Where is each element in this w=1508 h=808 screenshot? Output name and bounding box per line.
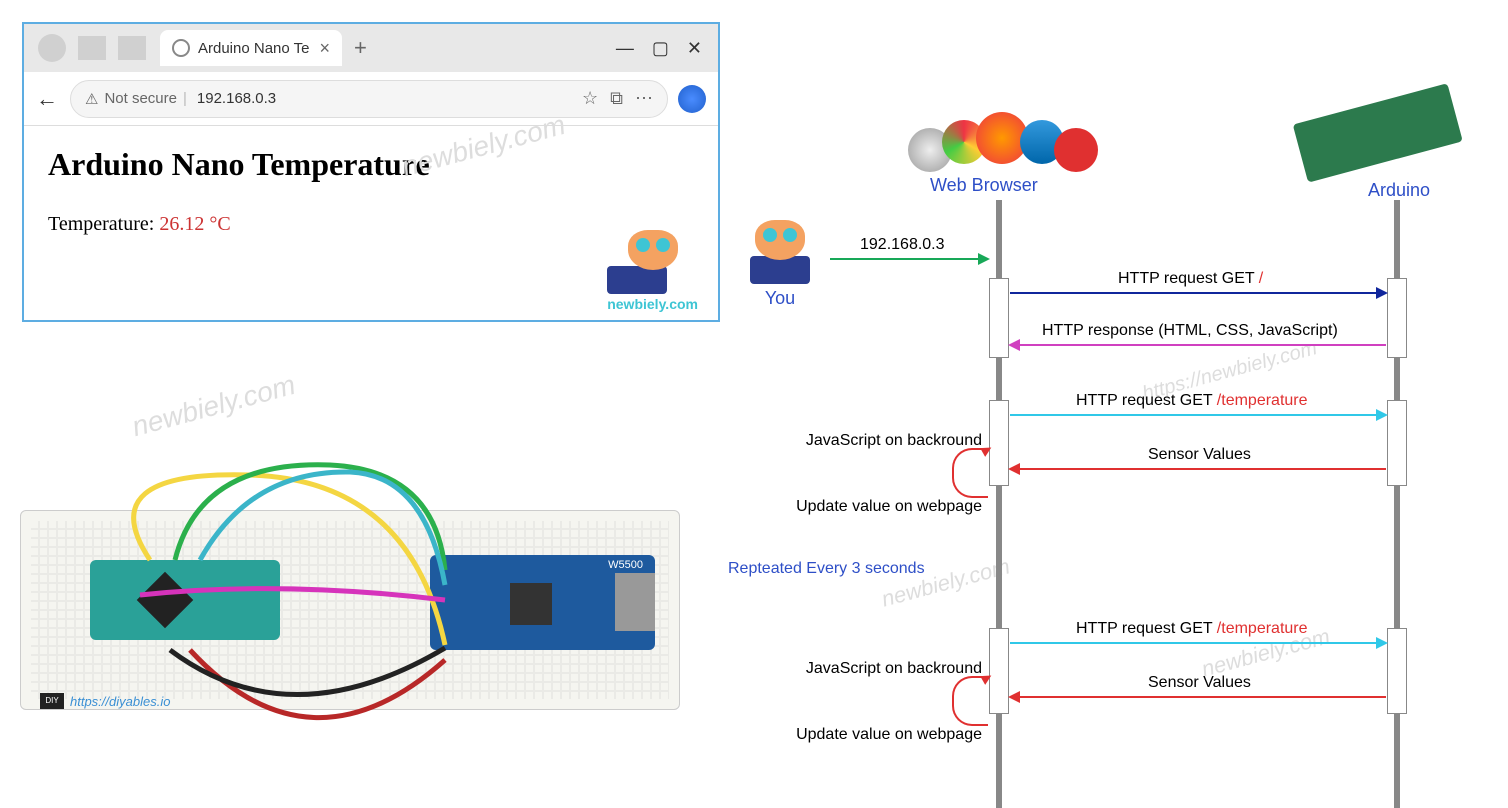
arrow-http-get-root (1010, 292, 1386, 294)
update-label-2: Update value on webpage (730, 726, 982, 744)
page-content: Arduino Nano Temperature Temperature: 26… (24, 126, 718, 320)
new-tab-icon[interactable]: + (354, 35, 367, 61)
msg2: HTTP response (HTML, CSS, JavaScript) (1042, 322, 1338, 340)
mascot-label: newbiely.com (607, 296, 698, 312)
browser-tab[interactable]: Arduino Nano Te × (160, 30, 342, 66)
nano-chip (137, 572, 194, 629)
loop-arc-2 (952, 676, 988, 726)
ethernet-chip (510, 583, 552, 625)
minimize-icon[interactable]: — (616, 38, 634, 59)
profile-icon[interactable] (38, 34, 66, 62)
msg3-path: /temperature (1217, 392, 1308, 409)
watermark: newbiely.com (129, 369, 299, 443)
js-label-2: JavaScript on backround (750, 660, 982, 678)
js-label-1: JavaScript on backround (750, 432, 982, 450)
msg1-path: / (1259, 270, 1263, 287)
favorite-icon[interactable]: ☆ (582, 88, 598, 109)
you-actor: You (750, 220, 810, 309)
owl-icon (755, 220, 805, 260)
window-controls: — ▢ ✕ (616, 38, 710, 59)
maximize-icon[interactable]: ▢ (652, 38, 669, 59)
close-icon[interactable]: × (319, 38, 330, 59)
update-label-1: Update value on webpage (730, 498, 982, 516)
browser-label: Web Browser (930, 175, 1038, 196)
arrow-http-response (1010, 344, 1386, 346)
diy-logo: DIY (40, 693, 64, 709)
msg4: Sensor Values (1148, 446, 1251, 464)
laptop-icon (750, 256, 810, 284)
ethernet-module: W5500 (430, 555, 655, 650)
msg5: HTTP request GET /temperature (1076, 620, 1308, 638)
split-icon[interactable]: ⧉ (610, 88, 623, 109)
diyables-link: https://diyables.io (70, 694, 170, 709)
warning-icon: ⚠ (85, 90, 98, 108)
back-icon[interactable]: ← (36, 86, 58, 112)
msg5-prefix: HTTP request GET (1076, 620, 1217, 637)
arrow-http-get-temp-2 (1010, 642, 1386, 644)
arrow-http-get-temp-1 (1010, 414, 1386, 416)
more-icon[interactable]: ⋯ (635, 88, 653, 109)
url-field[interactable]: ⚠ Not secure | 192.168.0.3 ☆ ⧉ ⋯ (70, 80, 668, 118)
workspaces-icon[interactable] (78, 36, 106, 60)
insecure-badge: ⚠ Not secure | (85, 90, 187, 108)
arrow-sensor-values-1 (1010, 468, 1386, 470)
address-bar: ← ⚠ Not secure | 192.168.0.3 ☆ ⧉ ⋯ (24, 72, 718, 126)
repeat-label: Repteated Every 3 seconds (728, 560, 925, 578)
url-text: 192.168.0.3 (197, 90, 276, 107)
temperature-line: Temperature: 26.12 °C (48, 213, 694, 236)
msg1-prefix: HTTP request GET (1118, 270, 1259, 287)
arduino-nano-board (90, 560, 280, 640)
msg6: Sensor Values (1148, 674, 1251, 692)
activation-browser-2 (989, 400, 1009, 486)
titlebar: Arduino Nano Te × + — ▢ ✕ (24, 24, 718, 72)
temp-label: Temperature: (48, 213, 159, 235)
browser-window: Arduino Nano Te × + — ▢ ✕ ← ⚠ Not secure… (22, 22, 720, 322)
ip-text: 192.168.0.3 (860, 236, 945, 254)
temp-value: 26.12 °C (159, 213, 230, 235)
sequence-diagram: You Web Browser Arduino 192.168.0.3 HTTP… (700, 80, 1490, 780)
newbiely-mascot: newbiely.com (607, 230, 698, 312)
you-label: You (750, 288, 810, 309)
msg3-prefix: HTTP request GET (1076, 392, 1217, 409)
tab-title: Arduino Nano Te (198, 40, 309, 57)
opera-icon (1054, 128, 1098, 172)
laptop-icon (607, 266, 667, 294)
msg3: HTTP request GET /temperature (1076, 392, 1308, 410)
arduino-label: Arduino (1368, 180, 1430, 201)
insecure-label: Not secure (104, 90, 177, 107)
ethernet-port (615, 573, 655, 631)
activation-browser-3 (989, 628, 1009, 714)
msg1: HTTP request GET / (1118, 270, 1263, 288)
msg5-path: /temperature (1217, 620, 1308, 637)
activation-arduino-3 (1387, 628, 1407, 714)
browser-icons-cluster (908, 110, 1088, 170)
page-heading: Arduino Nano Temperature (48, 146, 694, 183)
activation-browser-1 (989, 278, 1009, 358)
arrow-sensor-values-2 (1010, 696, 1386, 698)
loop-arc-1 (952, 448, 988, 498)
activation-arduino-2 (1387, 400, 1407, 486)
activation-arduino-1 (1387, 278, 1407, 358)
globe-icon (172, 39, 190, 57)
ethernet-label: W5500 (608, 559, 643, 571)
tabs-icon[interactable] (118, 36, 146, 60)
close-window-icon[interactable]: ✕ (687, 38, 702, 59)
pcb (1293, 83, 1463, 182)
arrow-ip-request (830, 258, 988, 260)
owl-icon (628, 230, 678, 270)
